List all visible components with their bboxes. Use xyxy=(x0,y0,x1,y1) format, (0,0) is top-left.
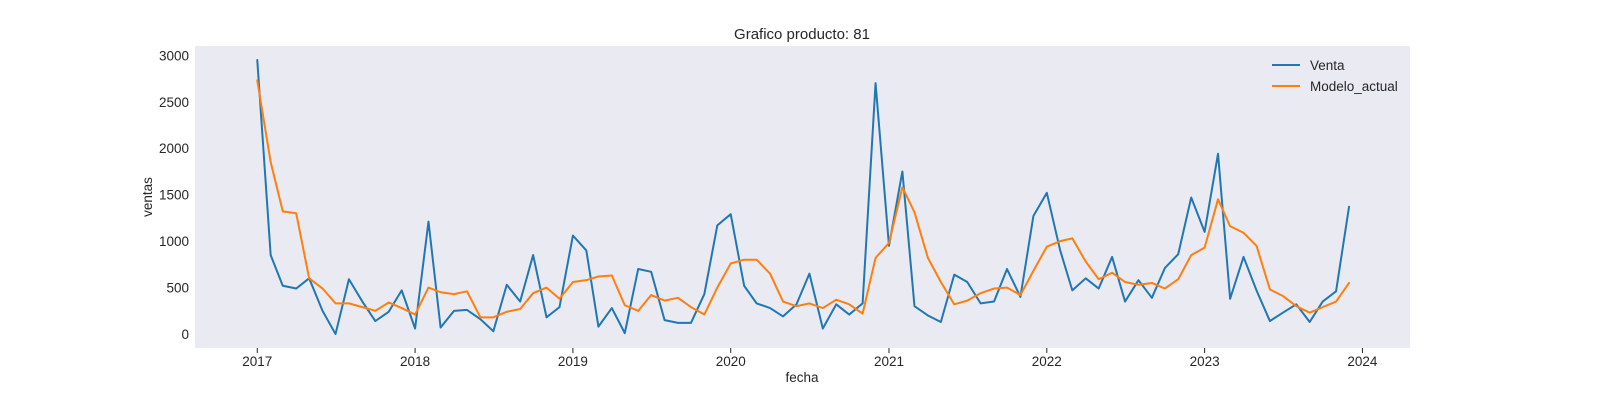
y-tick-label: 2500 xyxy=(159,95,189,110)
y-tick-label: 500 xyxy=(166,281,189,296)
y-axis-label: ventas xyxy=(140,177,155,217)
x-tick-label: 2017 xyxy=(242,354,272,369)
chart-title: Grafico producto: 81 xyxy=(734,26,870,43)
x-tick-label: 2022 xyxy=(1032,354,1062,369)
legend-label-venta: Venta xyxy=(1310,58,1345,73)
plot-area xyxy=(195,46,1410,348)
series-layer xyxy=(256,58,1351,336)
x-tick-label: 2020 xyxy=(716,354,746,369)
legend: Venta Modelo_actual xyxy=(1272,58,1398,94)
x-tick-label: 2018 xyxy=(400,354,430,369)
series-line-modelo-actual xyxy=(256,79,1351,319)
y-tick-label: 2000 xyxy=(159,141,189,156)
x-tick-label: 2021 xyxy=(874,354,904,369)
series-line-venta xyxy=(256,58,1351,336)
y-tick-label: 1000 xyxy=(159,234,189,249)
x-tick-label: 2024 xyxy=(1347,354,1378,369)
x-axis: 2017 2018 2019 2020 2021 2022 2023 2024 xyxy=(242,348,1378,369)
legend-label-modelo-actual: Modelo_actual xyxy=(1310,79,1398,94)
y-axis: 0 500 1000 1500 2000 2500 3000 xyxy=(159,48,189,342)
x-axis-label: fecha xyxy=(785,370,819,385)
x-tick-label: 2019 xyxy=(558,354,588,369)
y-tick-label: 0 xyxy=(181,327,189,342)
x-tick-label: 2023 xyxy=(1190,354,1220,369)
y-tick-label: 1500 xyxy=(159,188,189,203)
y-tick-label: 3000 xyxy=(159,48,189,63)
